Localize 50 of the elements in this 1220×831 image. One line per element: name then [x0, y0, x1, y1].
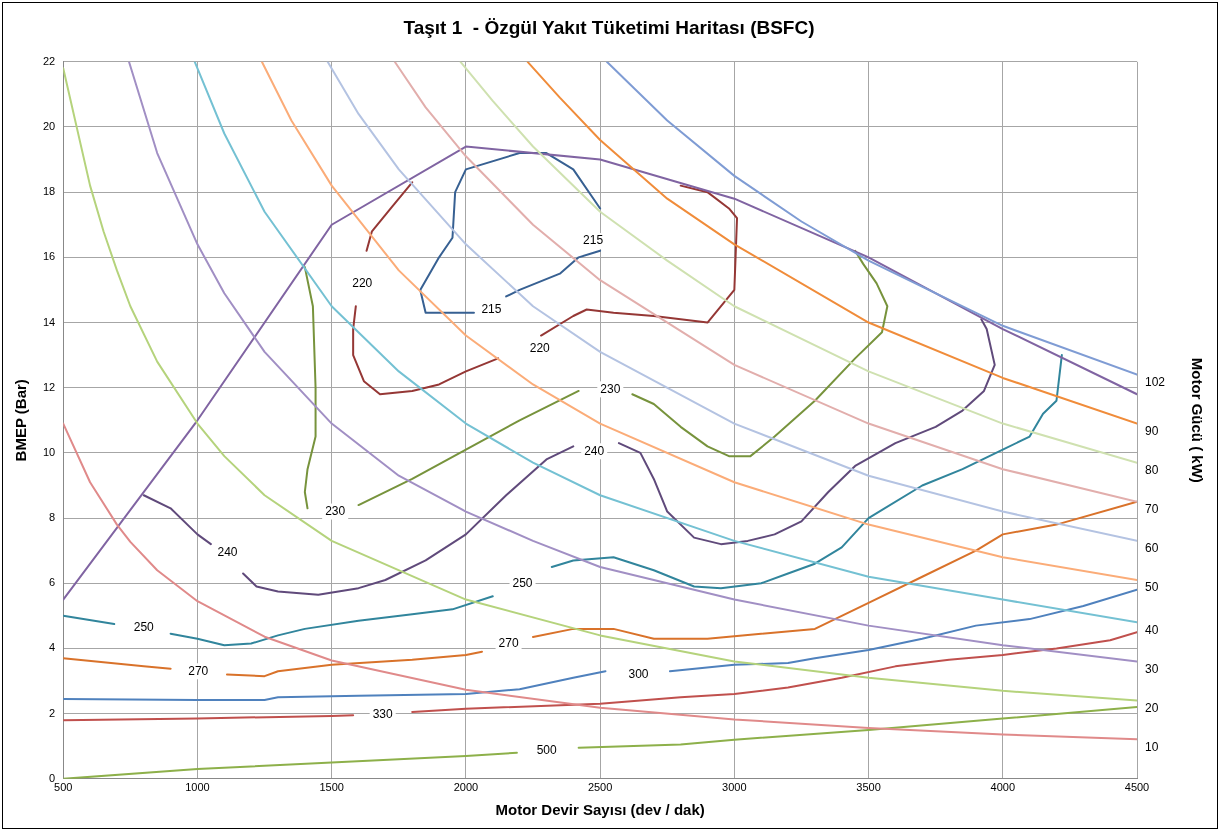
x-tick-label: 3500 [856, 781, 881, 794]
series-label: 60 [1145, 541, 1159, 556]
y-tick-label: 20 [42, 120, 56, 133]
y-tick-label: 16 [42, 250, 56, 263]
series-label: 10 [1145, 739, 1159, 754]
annotation: 215 [481, 301, 502, 316]
annotation: 300 [628, 666, 649, 681]
x-tick-label: 3000 [722, 781, 747, 794]
series-label: 102 [1145, 374, 1166, 389]
annotation: 240 [217, 544, 238, 559]
annotation: 220 [529, 340, 551, 355]
annotation: 250 [133, 619, 155, 634]
y-tick-label: 14 [42, 315, 56, 328]
series-label: 40 [1145, 622, 1159, 637]
series-label: 50 [1145, 580, 1159, 595]
annotation: 240 [584, 443, 605, 458]
chart-title: Taşıt 1 - Özgül Yakıt Tüketimi Haritası (BSFC) [403, 16, 815, 38]
y-tick-label: 8 [49, 511, 56, 524]
y-tick-label: 22 [42, 54, 56, 67]
y2-axis-title: Motor Gücü ( kW) [1188, 357, 1206, 483]
x-tick-label: 4500 [1124, 781, 1150, 794]
x-tick-label: 1000 [185, 781, 210, 794]
y-tick-label: 0 [49, 771, 56, 784]
y-tick-label: 2 [49, 706, 56, 719]
y-axis-title: BMEP (Bar) [12, 379, 30, 462]
x-tick-label: 4000 [990, 781, 1016, 794]
x-tick-label: 1500 [319, 781, 344, 794]
series-label: 70 [1145, 502, 1159, 517]
x-tick-label: 2000 [453, 781, 479, 794]
y-tick-label: 18 [42, 185, 56, 198]
y-tick-label: 4 [49, 641, 56, 654]
annotation: 230 [325, 503, 346, 518]
annotation: 230 [600, 381, 621, 396]
series-label: 20 [1145, 700, 1159, 715]
x-tick-label: 2500 [587, 781, 613, 794]
annotation: 500 [536, 743, 558, 758]
y-tick-label: 12 [42, 380, 56, 393]
x-axis-title: Motor Devir Sayısı (dev / dak) [495, 801, 705, 819]
annotation: 270 [498, 635, 519, 650]
annotation: 270 [188, 663, 209, 678]
y-tick-label: 10 [42, 445, 56, 458]
annotation: 220 [352, 275, 373, 290]
series-label: 80 [1145, 462, 1159, 477]
annotation: 215 [583, 233, 604, 248]
series-label: 30 [1145, 661, 1159, 676]
annotation: 330 [372, 707, 394, 722]
series-label: 90 [1145, 423, 1159, 438]
annotation: 250 [512, 575, 533, 590]
y-tick-label: 6 [49, 576, 56, 589]
x-tick-label: 500 [54, 781, 73, 794]
